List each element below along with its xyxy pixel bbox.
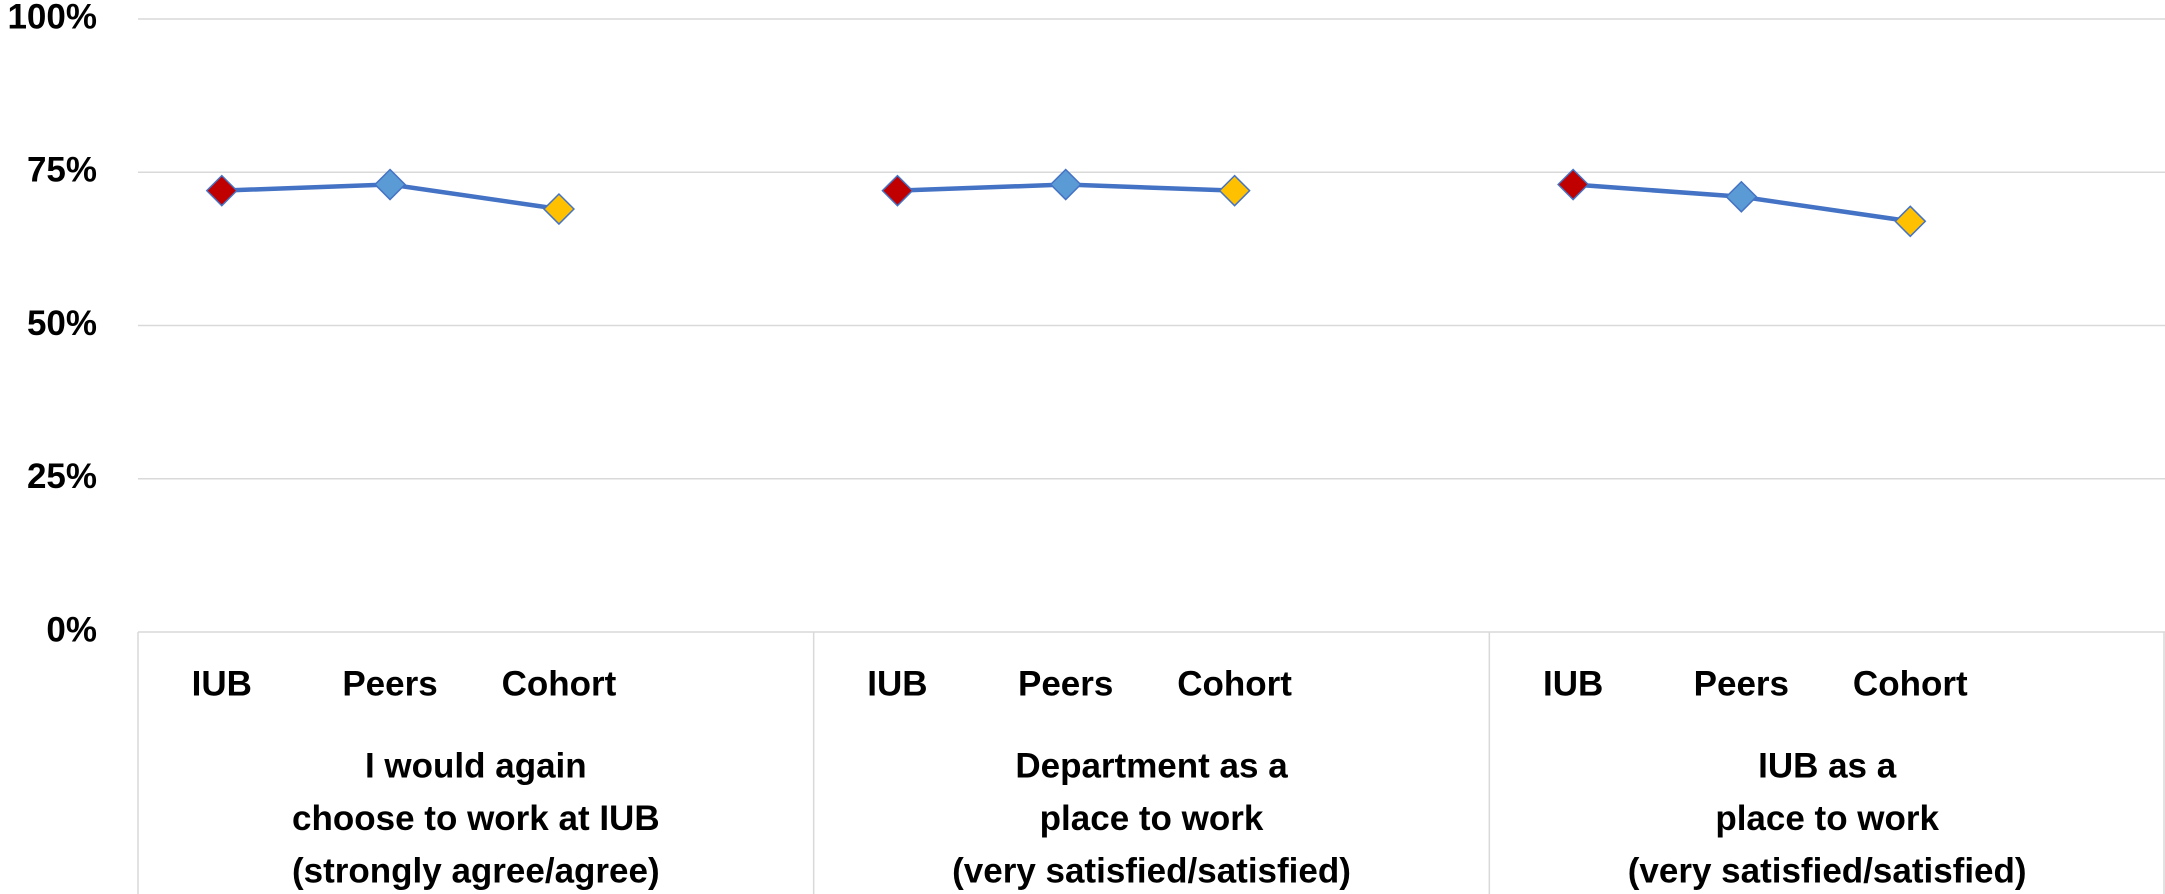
marker [1218,174,1251,207]
marker [1049,168,1082,201]
y-tick-label: 50% [27,304,97,343]
y-tick-label: 100% [7,0,97,36]
marker [1725,180,1758,213]
x-tick-label: Cohort [1853,664,1968,703]
marker [373,168,407,201]
x-tick-label: IUB [1543,664,1603,703]
group-label: (strongly agree/agree) [292,851,660,890]
group-label: (very satisfied/satisfied) [1628,851,2027,890]
y-tick-label: 25% [27,457,97,496]
group-label: I would again [365,746,587,785]
marker [1894,205,1927,238]
x-tick-label: Cohort [502,664,617,703]
group-label: place to work [1040,799,1264,838]
marker [542,192,576,226]
marker [1557,168,1590,201]
group-label: place to work [1715,799,1939,838]
group-label: choose to work at IUB [292,799,660,838]
y-tick-label: 75% [27,151,97,190]
group-label: Department as a [1015,746,1288,785]
marker [205,174,238,207]
x-tick-label: Peers [1018,664,1113,703]
x-tick-label: IUB [867,664,927,703]
x-tick-label: Peers [342,664,437,703]
y-tick-label: 0% [46,610,97,649]
x-tick-label: Cohort [1177,664,1292,703]
group-label: (very satisfied/satisfied) [952,851,1351,890]
x-tick-label: Peers [1694,664,1789,703]
marker [881,174,914,207]
x-tick-label: IUB [192,664,252,703]
group-label: IUB as a [1758,746,1897,785]
